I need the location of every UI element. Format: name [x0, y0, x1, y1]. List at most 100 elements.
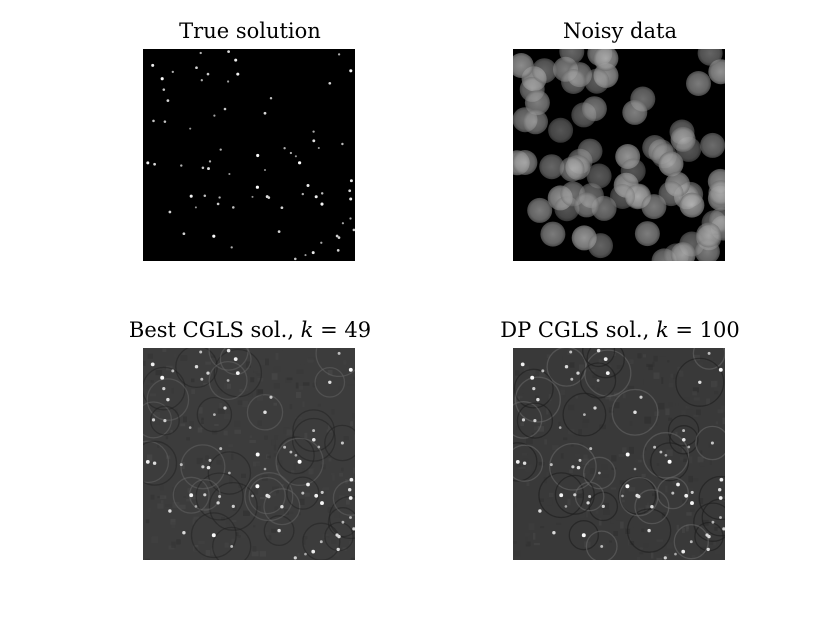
noise-texture [200, 558, 203, 560]
noise-texture [598, 358, 602, 365]
blurred-disc [588, 233, 613, 259]
noise-texture [693, 414, 699, 417]
reconstructed-point [722, 527, 725, 531]
noise-texture [513, 541, 517, 544]
ring-artifact [669, 425, 699, 455]
reconstructed-point [228, 471, 231, 475]
reconstructed-point [541, 369, 545, 373]
noise-texture [575, 395, 578, 399]
noise-texture [592, 374, 598, 378]
ring-artifact [675, 357, 725, 407]
noise-texture [714, 387, 721, 391]
ring-artifact [582, 348, 616, 368]
noise-texture [264, 435, 268, 440]
reconstructed-point [647, 528, 651, 533]
noise-texture [685, 524, 689, 532]
noise-texture [247, 493, 254, 496]
reconstructed-point [179, 463, 183, 467]
noise-texture [180, 355, 188, 361]
noise-texture [648, 365, 653, 371]
ring-artifact [190, 512, 237, 559]
noise-texture [691, 359, 695, 363]
noise-texture [520, 422, 524, 426]
ring-artifact [196, 396, 233, 433]
reconstructed-point [719, 516, 722, 519]
ring-artifact [212, 526, 252, 560]
noise-texture [608, 395, 616, 402]
ring-artifact [554, 474, 595, 515]
noise-texture [575, 453, 580, 457]
noise-texture [224, 523, 229, 527]
ring-artifact [514, 376, 561, 423]
noise-texture [622, 486, 625, 494]
noise-texture [171, 387, 174, 394]
point-source [277, 230, 281, 233]
ring-artifact [275, 437, 324, 486]
blurred-disc [641, 194, 667, 220]
reconstructed-point [573, 493, 577, 497]
reconstructed-point [311, 549, 316, 554]
blurred-disc [523, 109, 548, 135]
noise-texture [286, 377, 293, 381]
reconstructed-point [520, 362, 525, 367]
ring-artifact [568, 520, 599, 551]
noise-texture [253, 489, 259, 495]
noise-texture [521, 388, 524, 394]
reconstructed-point [601, 504, 605, 508]
noise-texture [351, 412, 355, 419]
title-text: DP CGLS sol., [500, 318, 656, 342]
point-source [255, 185, 259, 189]
noise-texture [269, 491, 276, 496]
noise-texture [668, 417, 673, 421]
panel-title-noisy-data: Noisy data [470, 19, 770, 43]
noise-texture [514, 396, 520, 403]
noise-texture [295, 416, 302, 420]
panel-title-true-solution: True solution [100, 19, 400, 43]
noise-texture [353, 376, 355, 380]
point-source [208, 160, 212, 163]
reconstructed-point [596, 379, 600, 382]
reconstructed-point [218, 495, 222, 498]
noise-texture [544, 439, 548, 445]
point-source [317, 146, 320, 150]
noise-texture [320, 493, 327, 496]
blurred-disc [586, 163, 612, 189]
noise-texture [201, 417, 204, 420]
reconstructed-point [201, 465, 205, 469]
noise-texture [619, 480, 625, 485]
reconstructed-point [549, 463, 553, 467]
reconstructed-point [317, 445, 321, 449]
reconstructed-point [522, 461, 527, 465]
ring-artifact [208, 481, 258, 531]
ring-artifact [698, 475, 725, 521]
panel-title-dp-cgls: DP CGLS sol., k = 100 [470, 318, 770, 342]
reconstructed-point [603, 357, 608, 361]
title-value: = 100 [668, 318, 740, 342]
reconstructed-point [533, 419, 537, 423]
noise-texture [627, 385, 635, 390]
noise-texture [259, 551, 266, 557]
noise-texture [253, 525, 256, 528]
point-source [294, 155, 297, 158]
point-source [219, 148, 222, 151]
noise-texture [157, 503, 164, 509]
noise-texture [659, 356, 666, 362]
point-source [306, 184, 310, 187]
blurred-disc [622, 99, 648, 125]
title-variable: k [300, 318, 314, 342]
noise-texture [252, 546, 257, 552]
point-source [236, 72, 240, 76]
noise-texture [186, 437, 190, 441]
reconstructed-point [639, 395, 643, 399]
noise-texture [583, 454, 588, 461]
noise-texture [171, 522, 176, 529]
reconstructed-point [690, 501, 694, 506]
noise-texture [580, 413, 587, 420]
point-source [267, 196, 271, 199]
noise-texture [622, 393, 626, 399]
reconstructed-point [564, 505, 568, 508]
noise-texture [239, 533, 246, 539]
blurred-disc [679, 192, 705, 218]
noise-texture [563, 395, 566, 398]
ring-artifact [314, 366, 346, 398]
